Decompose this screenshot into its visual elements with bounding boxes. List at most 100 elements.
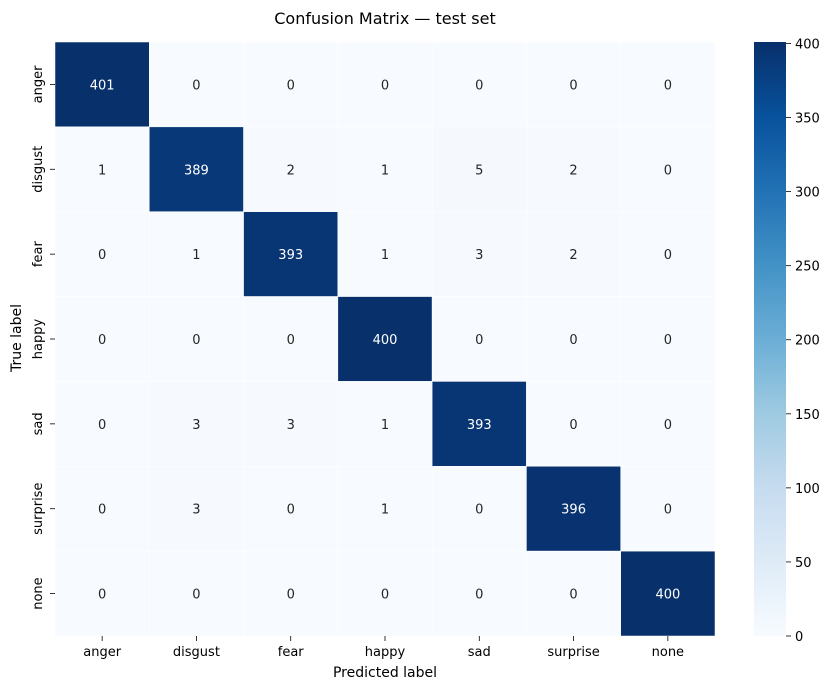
colorbar-tick-label: 50	[795, 556, 812, 571]
cell-value-label: 1	[381, 503, 389, 518]
y-tick-label: sad	[31, 412, 46, 435]
cell-value-label: 0	[192, 78, 200, 93]
cell-value-label: 0	[475, 78, 483, 93]
heatmap-cell	[620, 126, 716, 212]
colorbar-tick-label: 0	[795, 630, 803, 645]
cell-value-label: 3	[287, 418, 295, 433]
cell-value-label: 0	[475, 588, 483, 603]
heatmap-cell	[149, 466, 244, 552]
y-axis-ticks: anger disgust fear happy sad surprise none	[31, 65, 55, 610]
cell-value-label: 393	[278, 248, 303, 263]
y-tick-label: happy	[31, 318, 46, 359]
heatmap-cell	[526, 381, 621, 467]
cell-value-label: 400	[655, 588, 680, 603]
heatmap-cell	[431, 466, 527, 552]
heatmap-cell	[337, 550, 433, 637]
cell-value-label: 0	[287, 503, 295, 518]
cell-value-label: 0	[381, 588, 389, 603]
colorbar-tick-label: 350	[795, 112, 820, 127]
cell-value-label: 2	[569, 163, 577, 178]
colorbar-tick-label: 200	[795, 334, 820, 349]
heatmap-cell	[620, 381, 716, 467]
cell-value-label: 400	[373, 333, 398, 348]
cell-value-label: 0	[569, 418, 577, 433]
heatmap-cell	[337, 211, 433, 297]
heatmap-cell	[243, 466, 339, 552]
heatmap-cell	[620, 41, 716, 128]
heatmap-cell	[54, 126, 150, 212]
colorbar-ticks: 0 50 100 150 200 250 300 350 400	[786, 37, 820, 645]
heatmap-cell	[243, 211, 339, 297]
cell-value-label: 0	[287, 333, 295, 348]
cell-value-label: 393	[467, 418, 492, 433]
cell-value-label: 0	[98, 503, 106, 518]
cell-value-label: 0	[98, 418, 106, 433]
cell-value-label: 0	[664, 163, 672, 178]
cell-value-label: 1	[381, 248, 389, 263]
heatmap-cell	[243, 381, 339, 467]
heatmap-cell	[526, 41, 621, 128]
heatmap-cell	[149, 550, 244, 637]
heatmap-cell	[54, 41, 150, 128]
cell-value-label: 3	[475, 248, 483, 263]
heatmap-cell	[620, 550, 716, 637]
heatmap-cell	[54, 211, 150, 297]
heatmap-cell	[149, 211, 244, 297]
x-axis-ticks: anger disgust fear happy sad surprise none	[83, 636, 684, 660]
y-axis-label: True label	[9, 304, 25, 373]
y-tick-label: disgust	[31, 146, 46, 193]
colorbar-tick-label: 100	[795, 482, 820, 497]
cell-value-label: 1	[381, 163, 389, 178]
cell-value-label: 2	[569, 248, 577, 263]
heatmap-cell	[243, 41, 339, 128]
cell-value-label: 0	[664, 503, 672, 518]
cell-value-label: 0	[664, 248, 672, 263]
heatmap-cell	[54, 466, 150, 552]
cell-value-label: 396	[561, 503, 586, 518]
heatmap-cell	[54, 550, 150, 637]
cell-value-label: 0	[475, 503, 483, 518]
heatmap-cell	[431, 550, 527, 637]
colorbar	[754, 42, 786, 636]
heatmap-cell	[431, 211, 527, 297]
x-tick-label: anger	[83, 645, 121, 660]
cell-value-label: 0	[664, 418, 672, 433]
y-tick-label: surprise	[31, 483, 46, 535]
cell-value-label: 5	[475, 163, 483, 178]
heatmap-cell	[54, 381, 150, 467]
y-tick-label: fear	[31, 241, 46, 268]
y-tick-label: none	[31, 577, 46, 609]
cell-value-label: 0	[664, 78, 672, 93]
cell-value-label: 1	[192, 248, 200, 263]
heatmap-cell	[431, 41, 527, 128]
cell-value-label: 0	[192, 588, 200, 603]
x-tick-label: sad	[468, 645, 491, 660]
heatmap-cell	[620, 466, 716, 552]
heatmap-cell	[149, 41, 244, 128]
x-tick-label: none	[652, 645, 684, 660]
cell-value-label: 0	[475, 333, 483, 348]
heatmap-cell	[243, 550, 339, 637]
chart-title: Confusion Matrix — test set	[274, 9, 495, 28]
heatmap-cell	[431, 126, 527, 212]
heatmap-cell	[149, 296, 244, 382]
heatmap-cells	[54, 41, 716, 637]
heatmap-cell	[620, 296, 716, 382]
colorbar-tick-label: 150	[795, 408, 820, 423]
heatmap-cell	[526, 550, 621, 637]
heatmap-cell	[337, 41, 433, 128]
colorbar-tick-label: 300	[795, 186, 820, 201]
x-tick-label: surprise	[547, 645, 599, 660]
heatmap-cell	[337, 466, 433, 552]
cell-value-label: 3	[192, 503, 200, 518]
cell-value-label: 2	[287, 163, 295, 178]
y-tick-label: anger	[31, 65, 46, 103]
cell-value-label: 0	[664, 333, 672, 348]
cell-value-label: 0	[192, 333, 200, 348]
cell-value-label: 0	[287, 78, 295, 93]
x-tick-label: disgust	[173, 645, 220, 660]
cell-value-label: 1	[98, 163, 106, 178]
heatmap-cell	[526, 126, 621, 212]
x-tick-label: happy	[365, 645, 406, 660]
